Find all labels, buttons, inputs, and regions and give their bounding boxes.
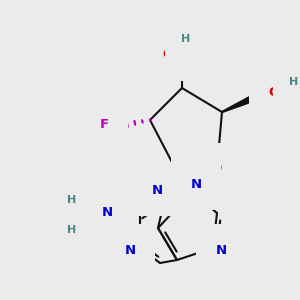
Text: N: N: [124, 244, 136, 256]
Text: N: N: [101, 206, 112, 220]
Polygon shape: [172, 166, 192, 192]
Text: H: H: [68, 195, 76, 205]
Text: H: H: [290, 77, 298, 87]
Text: H: H: [68, 225, 76, 235]
Polygon shape: [222, 93, 260, 112]
Text: O: O: [162, 49, 174, 62]
Text: O: O: [268, 85, 280, 98]
Text: N: N: [152, 184, 163, 196]
Text: H: H: [182, 34, 190, 44]
Text: O: O: [210, 163, 222, 176]
Text: N: N: [190, 178, 202, 190]
Text: N: N: [215, 244, 226, 256]
Text: F: F: [99, 118, 109, 131]
